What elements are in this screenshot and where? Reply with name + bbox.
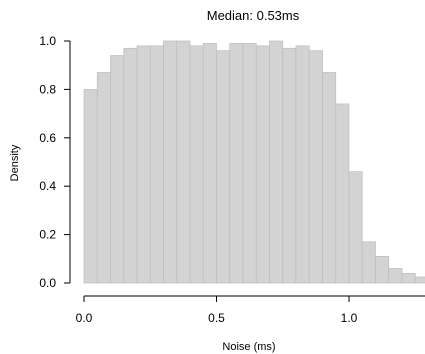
histogram-bar — [216, 50, 231, 284]
histogram-bar — [229, 43, 244, 284]
x-tick-label: 0.5 — [208, 311, 225, 325]
x-axis: 0.00.51.01.52.02.5 — [76, 295, 425, 325]
histogram-bar — [361, 241, 376, 284]
histogram-bar — [189, 45, 204, 284]
y-tick-label: 0.0 — [39, 276, 56, 290]
x-tick-label: 1.0 — [341, 311, 358, 325]
chart-title: Median: 0.53ms — [207, 8, 300, 23]
histogram-bar — [295, 45, 310, 284]
histogram-bar — [136, 45, 151, 284]
y-axis: 0.0 0.2 0.4 0.6 0.8 1.0 — [39, 34, 71, 290]
y-tick-label: 1.0 — [39, 34, 56, 48]
histogram-bar — [83, 89, 98, 284]
y-tick-label: 0.2 — [39, 228, 56, 242]
histogram-bar — [348, 171, 363, 284]
histogram-bar — [375, 256, 390, 284]
histogram-bars — [83, 40, 425, 284]
y-tick-label: 0.4 — [39, 179, 56, 193]
histogram-bar — [176, 40, 191, 284]
histogram-bar — [322, 72, 337, 284]
histogram-bar — [335, 103, 350, 284]
histogram-bar — [282, 47, 297, 284]
y-tick-label: 0.8 — [39, 82, 56, 96]
histogram-bar — [163, 40, 178, 284]
histogram-bar — [255, 45, 270, 284]
y-axis-label: Density — [9, 144, 21, 181]
histogram-bar — [123, 47, 138, 284]
histogram-bar — [388, 268, 403, 284]
x-axis-label: Noise (ms) — [222, 341, 275, 353]
histogram-bar — [202, 43, 217, 284]
x-tick-label: 0.0 — [76, 311, 93, 325]
histogram-bar — [149, 45, 164, 284]
histogram-bar — [110, 55, 125, 284]
histogram-bar — [96, 72, 111, 284]
histogram-bar — [401, 272, 416, 284]
histogram-bar — [242, 43, 257, 284]
histogram-bar — [269, 40, 284, 284]
histogram-bar — [414, 276, 425, 284]
y-tick-label: 0.6 — [39, 131, 56, 145]
histogram-bar — [308, 50, 323, 284]
